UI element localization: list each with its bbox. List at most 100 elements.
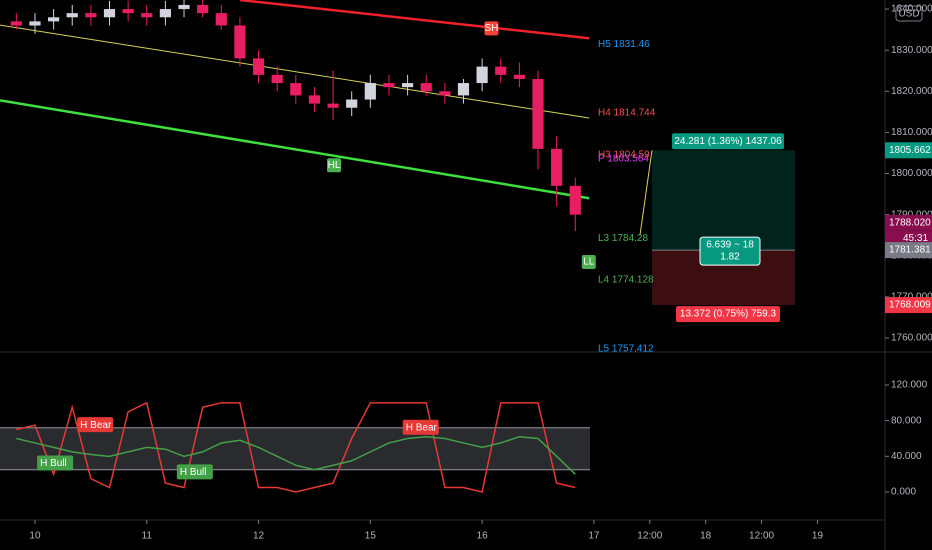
candle-body [551,148,563,186]
candle-body [85,13,97,18]
candle-body [513,74,525,79]
signal-label: H Bear [80,420,112,431]
candle-body [252,58,265,75]
trendline [0,24,590,119]
candle-body [402,83,414,88]
candle-body [48,17,60,22]
candle-body [532,78,544,149]
y-tick-label: 1790.000 [891,209,932,220]
y-tick-label: 1820.000 [891,86,932,97]
x-tick-label: 17 [588,531,600,542]
candle-body [457,83,470,96]
y-tick-label: 1830.000 [891,45,932,56]
y-tick-label: 1760.000 [891,333,932,344]
candle-body [476,66,488,84]
candle-body [346,99,358,108]
y-tick-label: 80.000 [891,415,922,426]
candle-body [178,4,190,10]
candle-body [271,74,283,84]
candle-body [122,9,134,14]
candle-body [439,91,451,96]
candle-body [66,13,78,18]
y-tick-label: 1770.000 [891,292,932,303]
x-tick-label: 12:00 [749,531,774,542]
price-tag [885,142,932,159]
x-tick-label: 18 [700,531,712,542]
signal-box [77,417,114,433]
candle-body [141,13,153,18]
swing-marker-label: SH [484,23,498,34]
candle-body [197,4,209,14]
pivot-label: H3 1804.59 [598,149,650,160]
y-tick-label: 0.000 [891,487,916,498]
trendline [239,0,590,40]
swing-marker-label: HL [328,160,341,171]
candle-body [290,83,302,96]
x-tick-label: 10 [29,531,41,542]
price-tag [885,242,932,259]
signal-label: H Bull [180,467,207,478]
price-tag [885,214,932,231]
candle-body [29,21,41,26]
signal-label: H Bull [40,458,67,469]
band-fill [0,427,590,470]
swing-marker [581,254,596,269]
candle-body [308,95,321,104]
candle-body [215,13,227,26]
price-tag [885,297,932,314]
candle-body [327,103,339,108]
candle-body [103,9,116,18]
ratio-box [699,236,761,266]
oscillator-line [16,435,576,475]
pivot-label: L3 1784.28 [598,233,648,244]
swing-marker [484,21,499,36]
signal-box [37,455,74,471]
pivot-label: L4 1774.128 [598,275,654,286]
countdown-label: 45:31 [903,233,928,244]
candle-body [10,21,22,26]
candle-body [383,83,395,88]
target-label-box [672,133,784,150]
signal-box [176,464,213,480]
trendline [0,99,590,200]
y-tick-label: 40.000 [891,451,922,462]
pivot-label: P 1803.564 [598,154,649,165]
candle-body [569,185,581,215]
x-tick-label: 11 [142,531,153,542]
candle-body [159,9,171,18]
candle-body [364,83,376,100]
target-zone [652,150,795,251]
y-tick-label: 120.000 [891,380,928,391]
y-tick-label: 1840.000 [891,4,932,15]
ratio-label: 1.82 [720,252,740,263]
oscillator-line [16,401,576,493]
x-tick-label: 12:00 [637,531,662,542]
x-tick-label: 15 [365,531,377,542]
x-tick-label: 16 [477,531,489,542]
signal-box [402,419,439,435]
pivot-label: L5 1757.412 [598,343,654,354]
projection-arrow [639,150,653,236]
y-tick-label: 1810.000 [891,127,932,138]
pivot-label: H5 1831.46 [598,39,650,50]
candle-body [234,25,246,59]
candle-body [420,83,432,92]
stop-label: 13.372 (0.75%) 759.3 [680,309,777,320]
target-label: 24.281 (1.36%) 1437.06 [674,136,782,147]
swing-marker-label: LL [583,257,595,268]
price-tag-label: 1781.381 [889,245,931,256]
ratio-label: 6.639 ~ 18 [706,240,754,251]
candle-body [495,66,507,75]
currency-label: USD [898,9,919,20]
x-tick-label: 12 [253,531,265,542]
pivot-label: H4 1814.744 [598,108,656,119]
signal-label: H Bear [406,422,438,433]
currency-badge[interactable] [895,5,923,22]
y-tick-label: 1800.000 [891,168,932,179]
price-tag-label: 1805.662 [889,145,931,156]
stop-label-box [676,306,780,323]
countdown-box [885,230,932,246]
price-tag-label: 1768.009 [889,300,931,311]
swing-marker [327,158,342,173]
